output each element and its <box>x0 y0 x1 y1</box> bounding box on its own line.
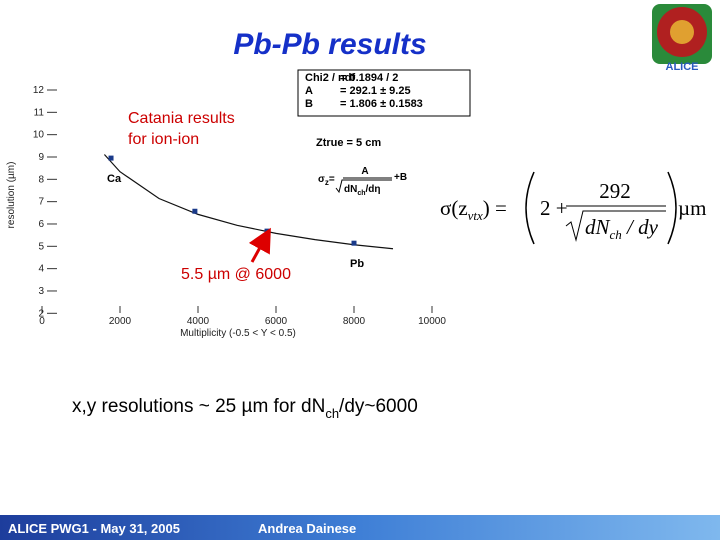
formula-den-rest: / dy <box>622 215 659 239</box>
stats-key: Chi2 / ndf <box>305 72 355 84</box>
fit-lhs: σz= <box>318 174 335 187</box>
stats-key: B <box>305 98 313 110</box>
y-tick-label: 10 <box>33 130 45 141</box>
paren <box>667 171 677 245</box>
point <box>192 208 198 214</box>
formula-lhs-main: σ(z <box>440 196 468 220</box>
formula-den: dNch / dy <box>585 215 659 242</box>
y-tick-label: 6 <box>38 219 44 230</box>
plot: 2 3 4 5 6 7 8 9 10 11 12 0 2000 4000 6000 8000 10000 reso… <box>6 85 446 339</box>
footer-left: ALICE PWG1 - May 31, 2005 <box>8 521 180 536</box>
fit-lhs-sub: z <box>325 178 329 187</box>
ztrue: Ztrue = 5 cm <box>316 137 381 149</box>
annotation: Catania results <box>128 110 235 127</box>
x-tick-label: 0 <box>39 316 45 327</box>
y-tick-label: 11 <box>34 107 45 118</box>
fit-curve <box>103 154 394 250</box>
fit-den: dNch/dη <box>344 184 381 197</box>
x-tick-label: 4000 <box>187 316 210 327</box>
fit-formula: σz= A dNch/dη +B <box>318 166 407 197</box>
note: x,y resolutions ~ 25 µm for dNch/dy~6000 <box>72 396 418 421</box>
x-tick-label: 8000 <box>343 316 366 327</box>
stats-value: = 0.1894 / 2 <box>340 72 398 84</box>
note-rest: /dy~6000 <box>339 396 418 417</box>
y-tick-label: 9 <box>38 152 44 163</box>
y-tick-label: 12 <box>33 85 45 96</box>
formula-lhs-sub: vtx <box>468 208 483 223</box>
footer-center: Andrea Dainese <box>258 521 356 536</box>
formula-two: 2 + <box>540 196 568 220</box>
logo: ALICE <box>652 4 712 73</box>
footer-bar <box>0 515 720 540</box>
y-tick-label: 2 <box>38 308 44 319</box>
paren <box>525 171 535 245</box>
point <box>351 240 357 246</box>
x-tick-label: 10000 <box>418 316 446 327</box>
fit-den-main: dN <box>344 184 357 195</box>
x-axis-label: Multiplicity (-0.5 < Y < 0.5) <box>180 328 296 339</box>
note-text: x,y resolutions ~ 25 µm for dN <box>72 396 325 417</box>
fit-lhs-main: σ <box>318 174 325 185</box>
y-tick-label: 7 <box>38 197 44 208</box>
fit-den-sub: ch <box>357 190 365 197</box>
stats-box <box>297 69 471 117</box>
point-label: Pb <box>350 258 364 270</box>
annotation: for ion-ion <box>128 131 199 148</box>
y-tick-label: 8 <box>38 174 44 185</box>
y-tick-label: 4 <box>38 264 44 275</box>
formula: σ(zvtx) = 2 + 292 dNch / dy µm <box>440 171 706 245</box>
fit-plus: +B <box>394 172 407 183</box>
arrow <box>248 227 271 263</box>
fit-sqrt <box>335 179 392 194</box>
point <box>108 155 114 161</box>
note-sub: ch <box>325 406 339 421</box>
y-axis-label: resolution (µm) <box>6 162 17 229</box>
annotation: 5.5 µm @ 6000 <box>181 266 291 283</box>
logo-text: ALICE <box>666 61 699 73</box>
fit-num: A <box>361 166 368 177</box>
y-tick-label: 3 <box>38 286 44 297</box>
formula-num: 292 <box>599 179 631 203</box>
point-label: Ca <box>107 173 122 185</box>
formula-lhs: σ(zvtx) = <box>440 196 507 223</box>
slide-title: Pb-Pb results <box>233 28 426 61</box>
y-tick-label: 5 <box>38 241 44 252</box>
stats-value: = 1.806 ± 0.1583 <box>340 98 423 110</box>
x-tick-label: 6000 <box>265 316 288 327</box>
fit-eq: = <box>329 174 335 185</box>
formula-den-main: dN <box>585 215 611 239</box>
formula-sqrt <box>565 210 666 242</box>
formula-den-sub: ch <box>610 227 622 242</box>
stats: Chi2 / ndf= 0.1894 / 2 A = 292.1 ± 9.25 B = … <box>305 72 423 110</box>
formula-unit: µm <box>678 196 706 220</box>
formula-lhs-end: ) = <box>483 196 507 220</box>
stats-key: A <box>305 85 313 97</box>
x-tick-label: 2000 <box>109 316 132 327</box>
fit-den-rest: /dη <box>366 184 381 195</box>
stats-value: = 292.1 ± 9.25 <box>340 85 411 97</box>
